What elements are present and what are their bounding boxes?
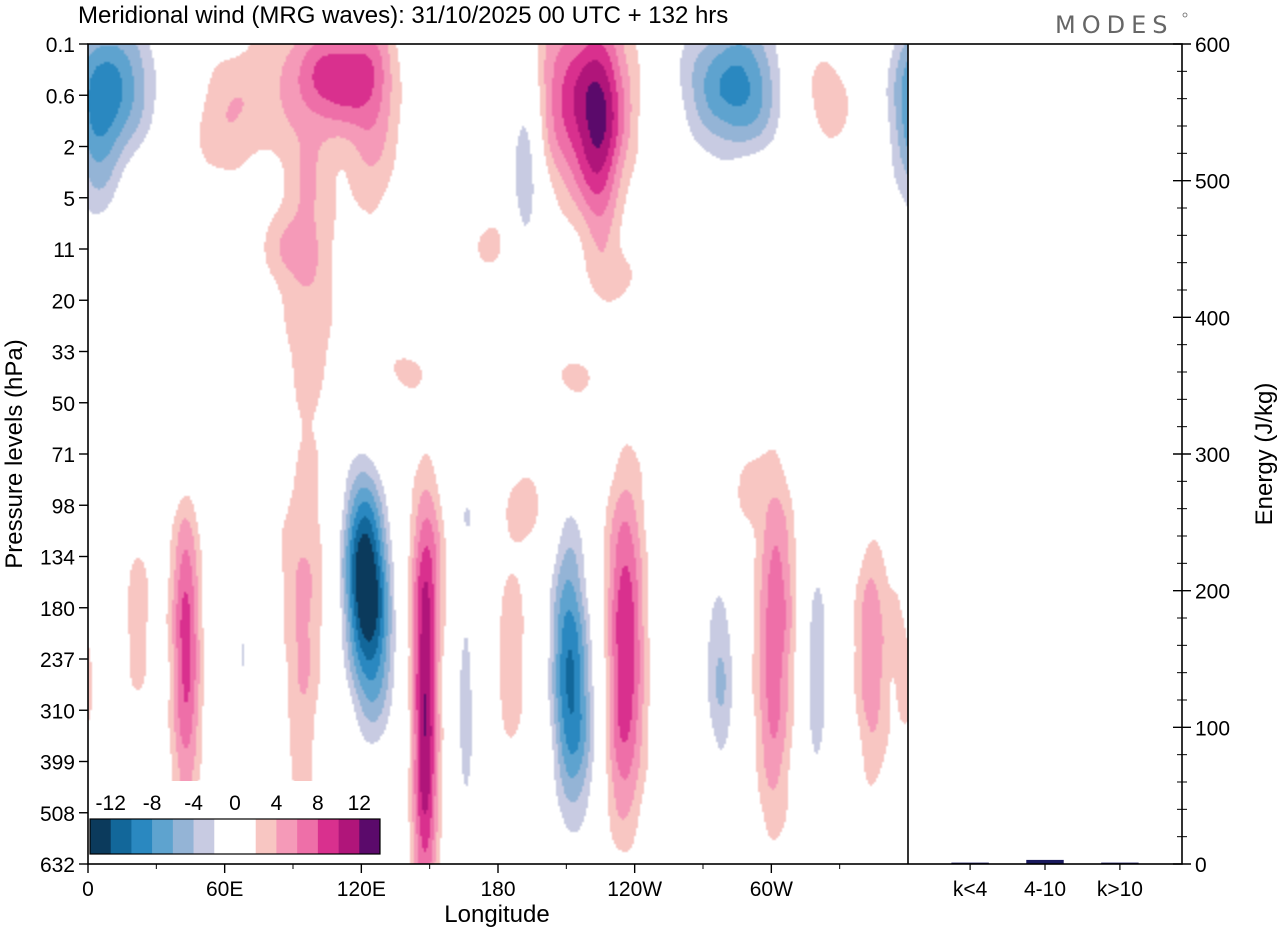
colorbar-label: 4 [271, 792, 283, 815]
colorbar-frame [89, 818, 381, 855]
energy-category-label: 4-10 [1024, 878, 1066, 901]
x-axis-label: Longitude [444, 901, 549, 928]
colorbar-swatch [110, 819, 132, 854]
energy-tick-label: 0 [1195, 854, 1207, 877]
energy-tick-label: 500 [1195, 171, 1230, 194]
colorbar-swatch [317, 819, 339, 854]
chart-title: Meridional wind (MRG waves): 31/10/2025 … [78, 2, 728, 29]
pressure-tick-label: 98 [52, 495, 75, 518]
contour-plot-area [88, 44, 908, 864]
pressure-tick-label: 5 [63, 188, 75, 211]
longitude-tick-label: 60E [206, 878, 243, 901]
colorbar-label: 8 [312, 792, 324, 815]
longitude-axis: 0 60E 120E 180 120W 60W [82, 864, 841, 901]
pressure-tick-label: 508 [40, 803, 75, 826]
energy-tick-label: 200 [1195, 581, 1230, 604]
contour-field [88, 44, 908, 864]
colorbar-swatch [214, 819, 236, 854]
pressure-tick-label: 33 [52, 342, 75, 365]
colorbar-swatch [276, 819, 298, 854]
colorbar: -12 -8 -4 0 4 8 12 [88, 781, 382, 856]
energy-tick-label: 300 [1195, 444, 1230, 467]
pressure-tick-label: 50 [52, 393, 75, 416]
energy-tick-label: 100 [1195, 717, 1230, 740]
energy-category-axis: k<4 4-10 k>10 [953, 864, 1143, 901]
pressure-tick-label: 134 [40, 547, 75, 570]
colorbar-swatch [90, 819, 112, 854]
colorbar-labels: -12 -8 -4 0 4 8 12 [96, 792, 371, 815]
pressure-tick-label: 20 [52, 290, 75, 313]
colorbar-label: -8 [143, 792, 162, 815]
energy-category-label: k<4 [953, 878, 988, 901]
longitude-tick-label: 120E [337, 878, 386, 901]
energy-axis-label: Energy (J/kg) [1251, 383, 1278, 526]
pressure-tick-label: 11 [53, 239, 75, 262]
energy-category-label: k>10 [1097, 878, 1143, 901]
colorbar-swatch [193, 819, 215, 854]
pressure-tick-label: 310 [40, 700, 75, 723]
colorbar-swatch [338, 819, 360, 854]
longitude-tick-label: 180 [480, 878, 515, 901]
pressure-tick-label: 2 [63, 137, 75, 160]
modes-logo: MODES [1055, 11, 1173, 39]
pressure-tick-label: 399 [40, 752, 75, 775]
energy-tick-label: 600 [1195, 34, 1230, 57]
colorbar-swatch [131, 819, 153, 854]
colorbar-swatch [359, 819, 381, 854]
logo-registered-mark [1182, 12, 1188, 18]
energy-axis: 0 100 200 300 400 500 600 [1173, 34, 1230, 877]
pressure-tick-label: 0.6 [46, 85, 75, 108]
colorbar-label: 0 [229, 792, 241, 815]
colorbar-swatch [297, 819, 319, 854]
pressure-tick-label: 0.1 [46, 34, 75, 57]
pressure-axis: 0.1 0.6 2 5 11 20 33 50 71 98 134 180 237 310 399 508 63… [40, 34, 88, 877]
colorbar-label: -12 [96, 792, 126, 815]
colorbar-label: 12 [348, 792, 371, 815]
y-axis-label: Pressure levels (hPa) [1, 339, 28, 568]
colorbar-swatches [88, 781, 382, 856]
energy-tick-label: 400 [1195, 307, 1230, 330]
longitude-tick-label: 60W [750, 878, 793, 901]
longitude-tick-label: 0 [82, 878, 94, 901]
colorbar-label: -4 [184, 792, 203, 815]
colorbar-swatch [152, 819, 174, 854]
colorbar-swatch [235, 819, 257, 854]
colorbar-swatch [172, 819, 194, 854]
pressure-tick-label: 180 [40, 598, 75, 621]
colorbar-swatch [255, 819, 277, 854]
pressure-tick-label: 237 [40, 649, 75, 672]
pressure-tick-label: 71 [52, 444, 75, 467]
energy-bar [1026, 859, 1064, 864]
longitude-tick-label: 120W [607, 878, 662, 901]
pressure-tick-label: 632 [40, 854, 75, 877]
